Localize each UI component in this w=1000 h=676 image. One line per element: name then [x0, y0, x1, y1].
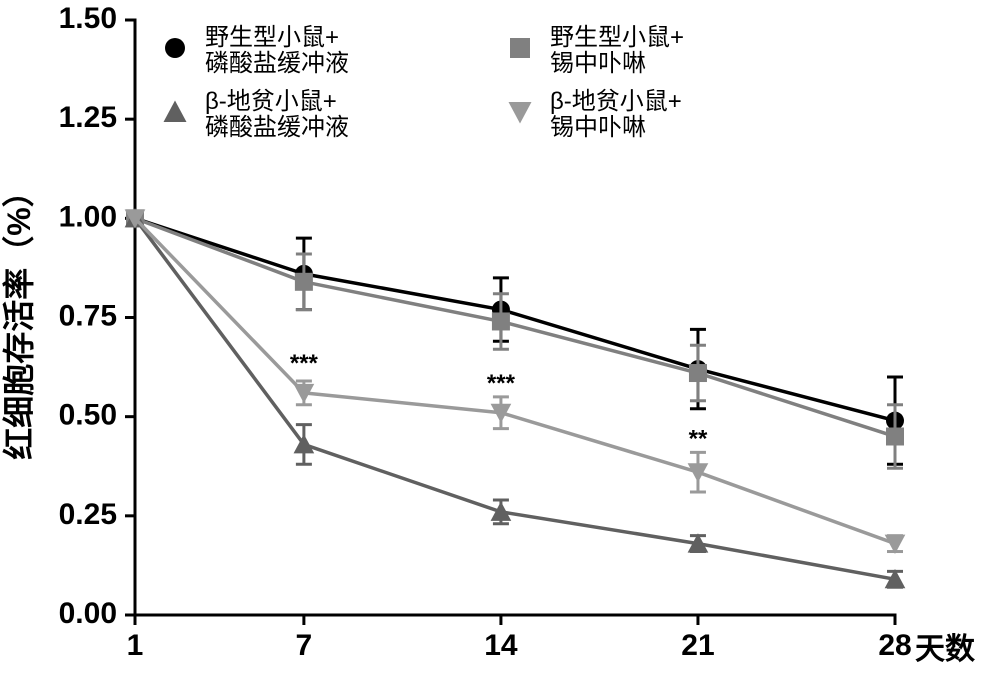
- marker-square-icon: [689, 364, 707, 382]
- legend-label: 野生型小鼠+: [550, 24, 684, 51]
- marker-square-icon: [295, 273, 313, 291]
- legend-label: 锡中卟啉: [550, 114, 646, 141]
- y-tick-label: 1.25: [59, 101, 117, 134]
- y-tick-label: 1.50: [59, 2, 117, 35]
- legend-label: 磷酸盐缓冲液: [205, 114, 349, 141]
- significance-label: ***: [487, 370, 516, 397]
- marker-square-icon: [886, 428, 904, 446]
- y-tick-label: 0.50: [59, 399, 117, 432]
- y-tick-label: 0.75: [59, 299, 117, 332]
- marker-square-icon: [510, 38, 530, 58]
- legend-label: 锡中卟啉: [550, 50, 646, 77]
- x-tick-label: 14: [484, 629, 518, 662]
- significance-label: ***: [290, 350, 319, 377]
- legend-label: 磷酸盐缓冲液: [205, 50, 349, 77]
- x-tick-label: 7: [296, 629, 313, 662]
- legend-label: β-地贫小鼠+: [550, 88, 682, 115]
- legend-label: β-地贫小鼠+: [205, 88, 337, 115]
- y-tick-label: 1.00: [59, 200, 117, 233]
- y-axis-title: 红细胞存活率（%）: [1, 175, 37, 459]
- y-tick-label: 0.25: [59, 498, 117, 531]
- significance-label: **: [689, 425, 708, 452]
- marker-square-icon: [492, 312, 510, 330]
- x-tick-label: 21: [681, 629, 714, 662]
- x-axis-title: 天数: [915, 633, 976, 666]
- marker-circle-icon: [165, 38, 185, 58]
- legend-label: 野生型小鼠+: [205, 24, 339, 51]
- y-tick-label: 0.00: [59, 597, 117, 630]
- x-tick-label: 1: [127, 629, 144, 662]
- line-chart: 0.00 0.25 0.50 0.75 1.00 1.25 1.50 1 7 14 21 28 红细胞存…: [0, 0, 1000, 676]
- x-tick-label: 28: [878, 629, 911, 662]
